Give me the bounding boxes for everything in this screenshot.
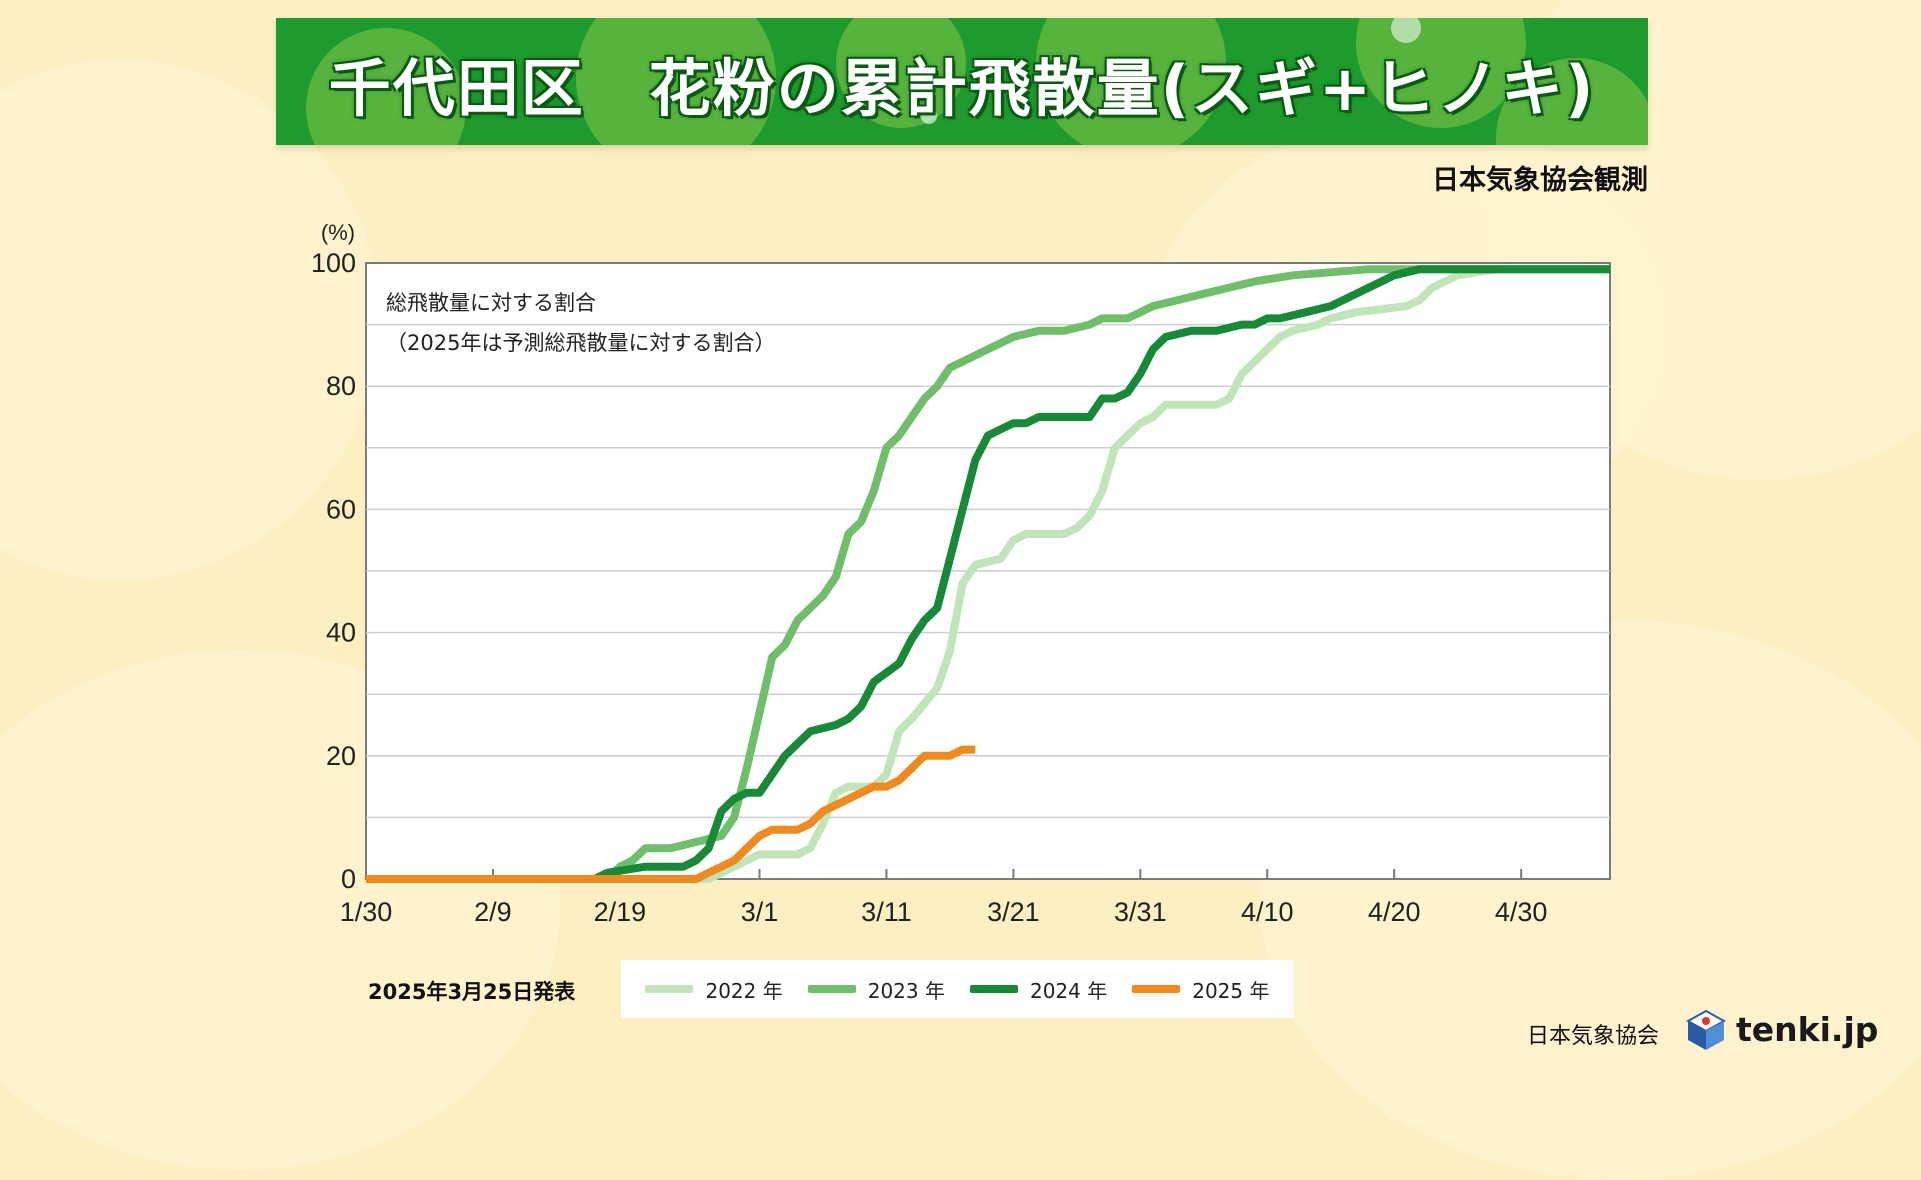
series-line-2022 — [366, 265, 1610, 883]
legend-swatch-2025 — [1132, 985, 1181, 993]
grid-lines — [366, 323, 1610, 819]
legend: 2022 年 2023 年 2024 年 2025 年 — [621, 960, 1294, 1018]
chart-note-line-1: 総飛散量に対する割合 — [386, 291, 596, 315]
legend-swatch-2024 — [969, 985, 1018, 993]
legend-item-2025: 2025 年 — [1132, 975, 1270, 1004]
x-tick-label: 4/30 — [1495, 897, 1548, 927]
x-tick-label: 2/9 — [474, 897, 512, 927]
axis-ticks: 0 20 40 60 80 100 1/30 2/9 2/19 3/1 3/11 3/21 3/31 4/… — [311, 248, 1547, 927]
series-line-2024 — [366, 265, 1610, 883]
tenki-cube-icon[interactable] — [1684, 1008, 1728, 1052]
x-tick-label: 3/11 — [861, 897, 912, 927]
legend-swatch-2022 — [645, 985, 694, 993]
x-tick-label: 3/31 — [1114, 897, 1167, 927]
series-line-2025 — [366, 745, 976, 883]
series-line-2023 — [366, 265, 1610, 883]
legend-label-2022: 2022 年 — [705, 978, 783, 1003]
observer-label: 日本気象協会観測 — [1432, 165, 1648, 196]
y-tick-label: 60 — [326, 494, 356, 524]
legend-label-2024: 2024 年 — [1029, 978, 1108, 1003]
pollen-chart: 0 20 40 60 80 100 1/30 2/9 2/19 3/1 3/11 3/21 3/31 4/… — [311, 220, 1611, 927]
series-lines — [366, 265, 1610, 883]
issued-date: 2025年3月25日発表 — [368, 980, 576, 1004]
x-tick-label: 2/19 — [594, 897, 647, 927]
legend-swatch-2023 — [807, 985, 856, 993]
legend-item-2024: 2024 年 — [969, 975, 1108, 1004]
footer-brand[interactable]: tenki.jp — [1736, 1010, 1879, 1049]
chart-note-line-2: （2025年は予測総飛散量に対する割合） — [386, 331, 775, 355]
x-tick-label: 3/1 — [741, 897, 779, 927]
y-tick-label: 40 — [326, 618, 356, 648]
legend-label-2025: 2025 年 — [1192, 978, 1270, 1003]
x-tick-label: 3/21 — [987, 897, 1040, 927]
y-tick-label: 100 — [311, 248, 356, 278]
legend-item-2022: 2022 年 — [645, 975, 783, 1004]
title-banner: 千代田区 花粉の累計飛散量(スギ+ヒノキ) — [276, 18, 1648, 145]
y-tick-label: 80 — [326, 371, 356, 401]
x-tick-label: 4/10 — [1241, 897, 1294, 927]
legend-item-2023: 2023 年 — [807, 975, 945, 1004]
page-title: 千代田区 花粉の累計飛散量(スギ+ヒノキ) — [328, 52, 1596, 125]
y-tick-label: 0 — [341, 864, 356, 894]
legend-label-2023: 2023 年 — [867, 978, 945, 1003]
footer-org: 日本気象協会 — [1527, 1024, 1660, 1049]
x-tick-label: 1/30 — [340, 897, 393, 927]
y-unit-label: (%) — [321, 220, 355, 245]
x-tick-label: 4/20 — [1368, 897, 1421, 927]
y-tick-label: 20 — [326, 741, 356, 771]
